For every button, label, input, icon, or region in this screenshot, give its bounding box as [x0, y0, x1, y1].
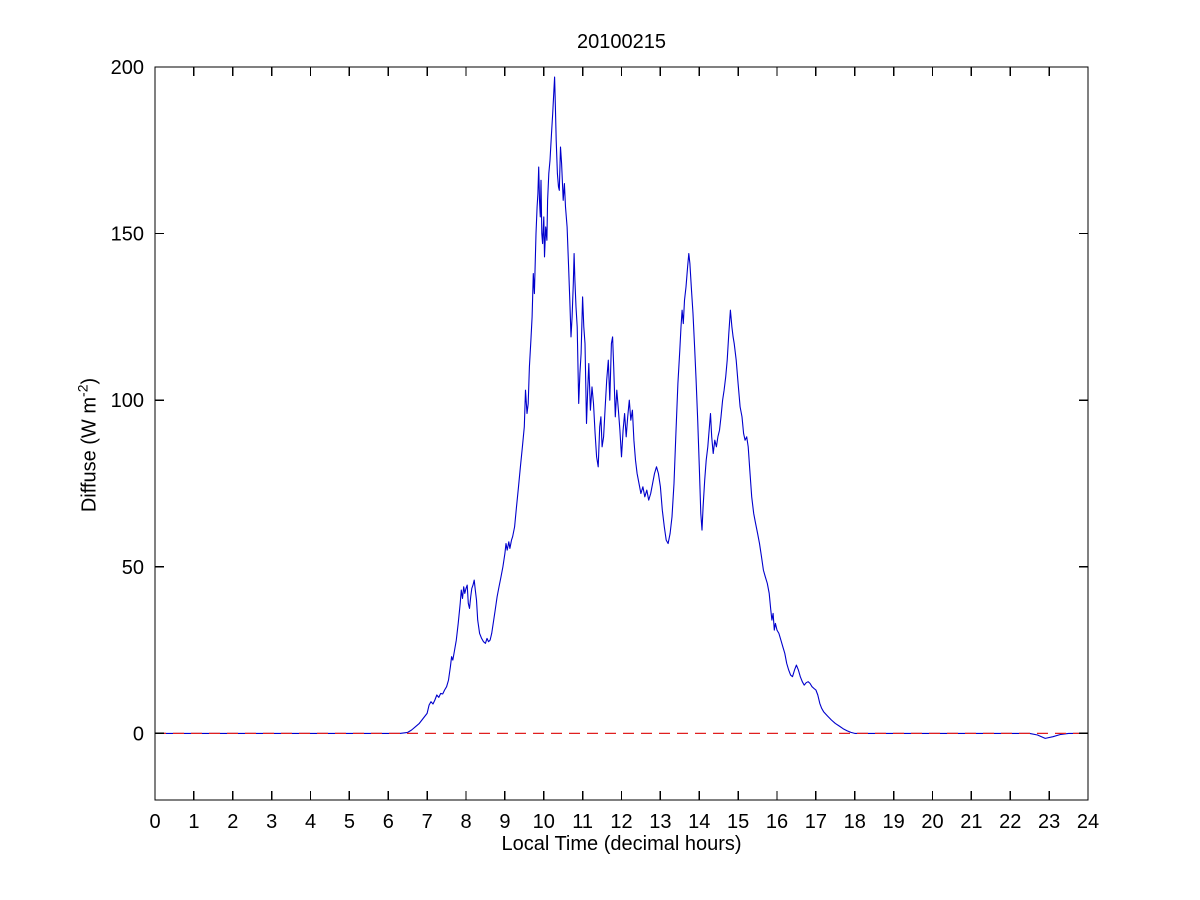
y-tick-label: 100 — [111, 390, 144, 412]
y-tick-label: 0 — [133, 723, 144, 745]
x-tick-label: 14 — [688, 811, 710, 833]
x-tick-label: 4 — [305, 811, 316, 833]
axis-ticks — [154, 66, 1089, 800]
y-axis-label: Diffuse (W m-2) — [75, 378, 102, 512]
x-tick-label: 12 — [610, 811, 632, 833]
x-tick-label: 18 — [844, 811, 866, 833]
x-tick-label: 21 — [960, 811, 982, 833]
x-axis-label: Local Time (decimal hours) — [501, 833, 742, 855]
x-tick-label: 15 — [727, 811, 749, 833]
y-tick-label: 50 — [122, 557, 144, 579]
chart-title: 20100215 — [577, 31, 666, 53]
y-tick-labels: 0 50 100 150 200 — [111, 57, 144, 745]
x-tick-label: 1 — [188, 811, 199, 833]
x-tick-label: 16 — [766, 811, 788, 833]
x-tick-labels: 0 1 2 3 4 5 6 7 8 9 10 11 12 13 14 15 16 17 18 19 20 21 22 23 24 — [149, 811, 1099, 833]
x-tick-label: 0 — [149, 811, 160, 833]
x-tick-label: 7 — [422, 811, 433, 833]
x-tick-label: 10 — [533, 811, 555, 833]
y-axis-label-suffix: ) — [78, 377, 101, 385]
x-tick-label: 23 — [1038, 811, 1060, 833]
plot-box — [154, 66, 1089, 801]
x-tick-label: 13 — [649, 811, 671, 833]
x-tick-label: 24 — [1077, 811, 1099, 833]
x-tick-label: 20 — [921, 811, 943, 833]
y-tick-label: 150 — [111, 224, 144, 246]
x-tick-label: 17 — [805, 811, 827, 833]
x-tick-label: 22 — [999, 811, 1021, 833]
y-axis-label-superscript: -2 — [74, 384, 91, 397]
x-tick-label: 3 — [266, 811, 277, 833]
x-tick-label: 9 — [499, 811, 510, 833]
x-tick-label: 8 — [460, 811, 471, 833]
x-tick-label: 2 — [227, 811, 238, 833]
y-tick-label: 200 — [111, 57, 144, 79]
diffuse-series-line — [155, 76, 1088, 739]
x-tick-label: 5 — [344, 811, 355, 833]
y-axis-label-text: Diffuse (W m — [78, 396, 101, 513]
x-tick-label: 6 — [383, 811, 394, 833]
x-tick-label: 11 — [572, 811, 593, 833]
x-tick-label: 19 — [883, 811, 905, 833]
